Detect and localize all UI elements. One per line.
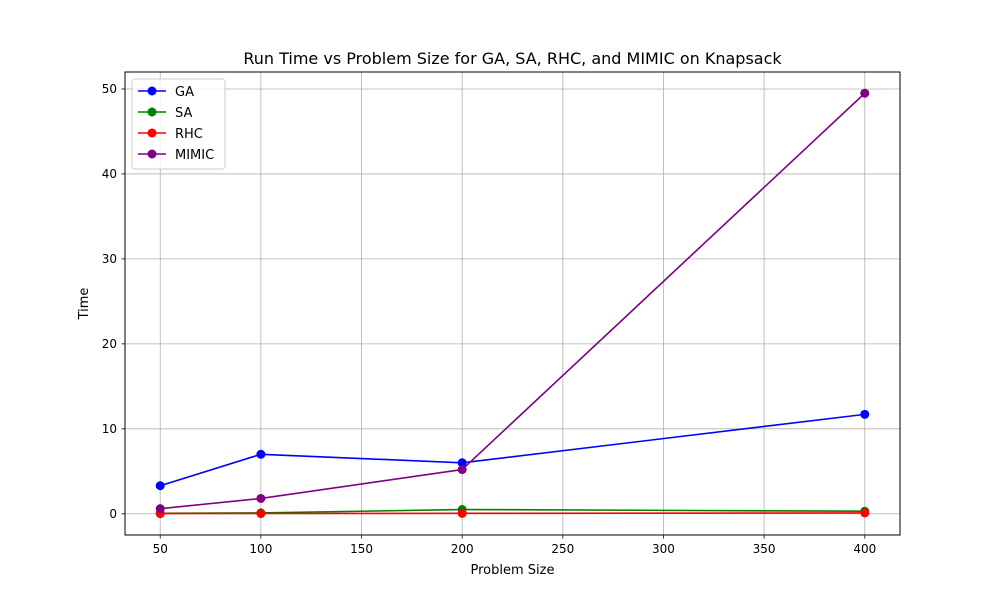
- legend-item-ga: GA: [138, 85, 194, 100]
- legend-item-mimic: MIMIC: [138, 148, 214, 163]
- legend-label-sa: SA: [175, 106, 192, 121]
- legend-marker-mimic: [147, 149, 157, 159]
- data-point-mimic: [457, 465, 467, 475]
- data-point-ga: [155, 481, 165, 491]
- y-axis-label: Time: [77, 288, 92, 321]
- legend-marker-rhc: [147, 128, 157, 138]
- plot-frame: [124, 71, 901, 536]
- data-point-mimic: [155, 504, 165, 514]
- legend-box: [131, 78, 226, 170]
- x-tick-label: 100: [249, 542, 272, 556]
- series-line-rhc: [160, 512, 865, 515]
- series-rhc: [155, 508, 870, 519]
- data-point-mimic: [860, 88, 870, 98]
- data-point-ga: [860, 409, 870, 419]
- legend: GA SA RHC MIMIC: [131, 78, 226, 170]
- y-tick-label: 20: [102, 337, 117, 351]
- legend-label-mimic: MIMIC: [175, 148, 214, 163]
- legend-marker-ga: [147, 86, 157, 96]
- x-tick-label: 200: [451, 542, 474, 556]
- y-axis: 0 10 20 30 40 50: [102, 82, 125, 521]
- series-line-mimic: [160, 92, 866, 510]
- legend-marker-sa: [147, 107, 157, 117]
- data-point-rhc: [256, 509, 266, 519]
- x-axis-label: Problem Size: [471, 563, 555, 578]
- y-tick-label: 0: [109, 507, 117, 521]
- legend-label-ga: GA: [175, 85, 194, 100]
- x-tick-label: 350: [753, 542, 776, 556]
- y-tick-label: 30: [102, 252, 117, 266]
- data-point-ga: [256, 449, 266, 459]
- series-layer: [155, 88, 870, 519]
- y-tick-label: 40: [102, 167, 117, 181]
- series-ga: [155, 409, 870, 491]
- data-point-ga: [457, 458, 467, 468]
- series-line-ga: [159, 413, 865, 487]
- grid: [125, 72, 900, 535]
- legend-label-rhc: RHC: [175, 127, 203, 142]
- x-tick-label: 400: [853, 542, 876, 556]
- series-mimic: [155, 88, 870, 514]
- x-tick-label: 150: [350, 542, 373, 556]
- x-tick-label: 50: [153, 542, 168, 556]
- x-tick-label: 250: [551, 542, 574, 556]
- y-tick-label: 10: [102, 422, 117, 436]
- x-tick-label: 300: [652, 542, 675, 556]
- chart-title: Run Time vs Problem Size for GA, SA, RHC…: [243, 49, 782, 68]
- data-point-rhc: [457, 508, 467, 518]
- y-tick-label: 50: [102, 82, 117, 96]
- x-axis: 50 100 150 200 250 300 350 400: [153, 535, 876, 556]
- legend-item-sa: SA: [138, 106, 192, 121]
- data-point-mimic: [256, 493, 266, 503]
- legend-item-rhc: RHC: [138, 127, 203, 142]
- data-point-rhc: [860, 508, 870, 518]
